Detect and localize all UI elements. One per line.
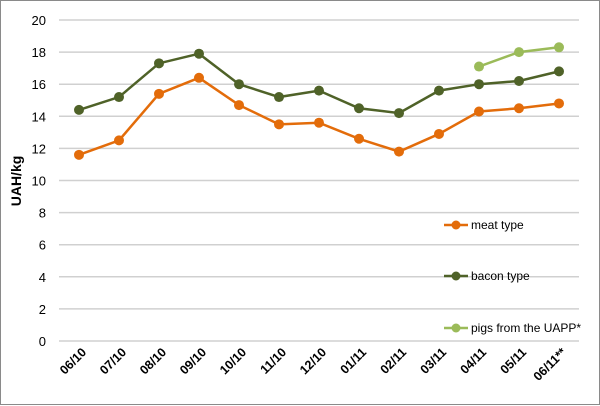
data-point bbox=[354, 133, 364, 144]
legend-marker bbox=[451, 323, 461, 333]
data-point bbox=[474, 61, 484, 72]
y-tick-label: 8 bbox=[39, 206, 46, 221]
legend-label: bacon type bbox=[471, 269, 530, 283]
x-tick-label: 11/10 bbox=[258, 345, 290, 377]
data-point bbox=[274, 92, 284, 103]
gridlines bbox=[59, 19, 579, 342]
data-point bbox=[114, 92, 124, 103]
data-point bbox=[114, 135, 124, 146]
legend-item: bacon type bbox=[444, 269, 530, 283]
data-point bbox=[554, 42, 564, 53]
data-point bbox=[74, 104, 84, 115]
y-tick-label: 16 bbox=[32, 77, 46, 92]
y-tick-label: 6 bbox=[39, 238, 46, 253]
legend-label: pigs from the UAPP* bbox=[471, 321, 581, 335]
data-point bbox=[314, 117, 324, 128]
data-point bbox=[314, 85, 324, 96]
x-tick-label: 09/10 bbox=[177, 345, 209, 377]
y-tick-label: 0 bbox=[39, 334, 46, 349]
data-point bbox=[74, 149, 84, 160]
y-tick-label: 10 bbox=[32, 174, 46, 189]
legend-marker bbox=[451, 271, 461, 281]
data-point bbox=[394, 108, 404, 119]
data-point bbox=[474, 106, 484, 117]
y-tick-label: 14 bbox=[32, 109, 46, 124]
x-tick-label: 03/11 bbox=[418, 345, 450, 377]
y-tick-label: 4 bbox=[39, 270, 46, 285]
x-tick-label: 07/10 bbox=[97, 345, 129, 377]
x-tick-label: 06/11** bbox=[531, 345, 570, 384]
legend: meat type bacon type pigs from the UAPP* bbox=[444, 218, 581, 335]
data-point bbox=[514, 103, 524, 114]
series-bacon-type bbox=[74, 48, 564, 119]
data-point bbox=[354, 103, 364, 114]
y-tick-label: 20 bbox=[32, 13, 46, 28]
series-meat-type bbox=[74, 72, 564, 160]
legend-label: meat type bbox=[471, 218, 524, 232]
data-point bbox=[474, 79, 484, 90]
y-axis-title: UAH/kg bbox=[8, 156, 24, 207]
data-point bbox=[194, 48, 204, 59]
x-tick-label: 05/11 bbox=[498, 345, 530, 377]
data-point bbox=[514, 75, 524, 86]
y-axis-ticks: 0 2 4 6 8 10 12 14 16 18 20 bbox=[32, 13, 46, 349]
data-point bbox=[154, 58, 164, 69]
series-group bbox=[74, 42, 564, 160]
data-point bbox=[434, 85, 444, 96]
data-point bbox=[234, 79, 244, 90]
x-tick-label: 10/10 bbox=[217, 345, 249, 377]
y-tick-label: 2 bbox=[39, 302, 46, 317]
x-tick-label: 08/10 bbox=[137, 345, 169, 377]
data-point bbox=[394, 146, 404, 157]
x-tick-label: 12/10 bbox=[297, 345, 329, 377]
x-tick-label: 02/11 bbox=[378, 345, 410, 377]
x-tick-label: 01/11 bbox=[338, 345, 370, 377]
data-point bbox=[154, 88, 164, 99]
data-point bbox=[274, 119, 284, 130]
legend-item: meat type bbox=[444, 218, 524, 232]
data-point bbox=[554, 66, 564, 77]
series-pigs-from-the-uapp bbox=[474, 42, 564, 72]
data-point bbox=[234, 100, 244, 111]
y-tick-label: 12 bbox=[32, 141, 46, 156]
data-point bbox=[194, 72, 204, 83]
data-point bbox=[434, 128, 444, 139]
x-tick-label: 04/11 bbox=[458, 345, 490, 377]
data-point bbox=[514, 47, 524, 58]
data-point bbox=[554, 98, 564, 109]
x-tick-label: 06/10 bbox=[57, 345, 89, 377]
legend-marker bbox=[451, 220, 461, 230]
x-axis-ticks: 06/10 07/10 08/10 09/10 10/10 11/10 12/10 01/11… bbox=[57, 345, 569, 384]
legend-item: pigs from the UAPP* bbox=[444, 321, 581, 335]
y-tick-label: 18 bbox=[32, 45, 46, 60]
